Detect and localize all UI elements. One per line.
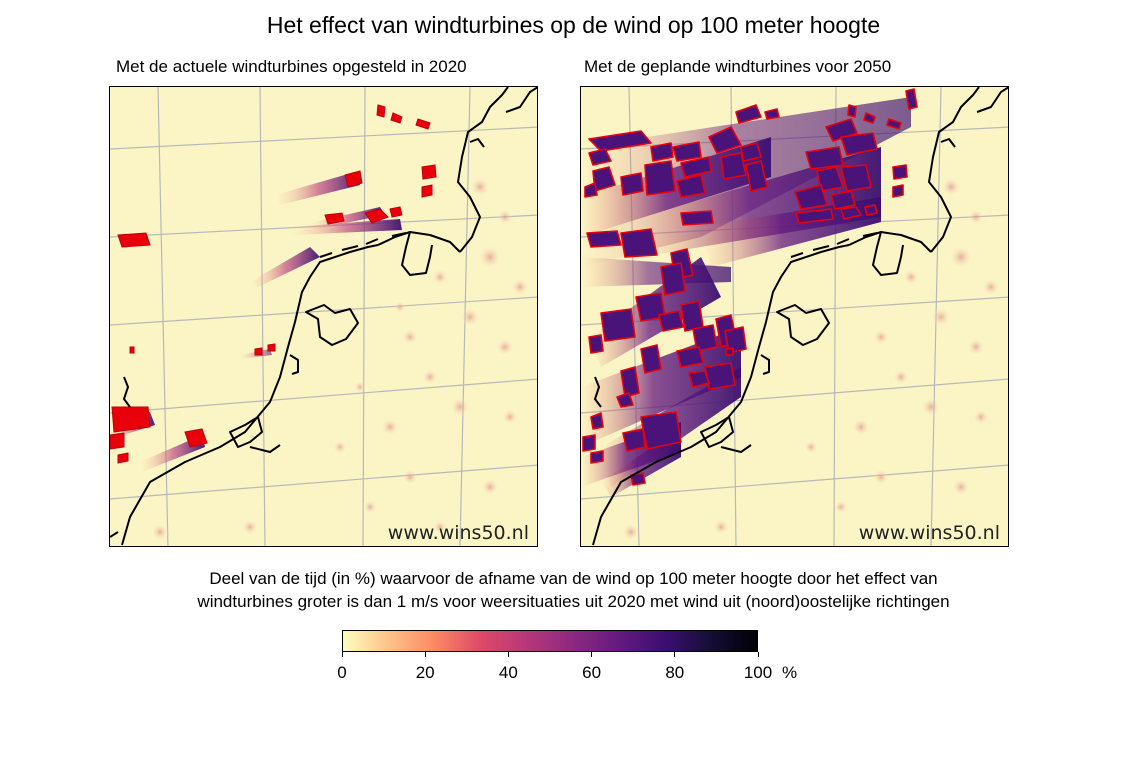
colorbar-tick-mark: [424, 652, 426, 657]
map-2050: [581, 87, 1008, 546]
map-panel-2020: www.wins50.nl: [109, 86, 538, 547]
colorbar-tick-mark: [674, 652, 676, 657]
colorbar-tick-mark: [591, 652, 593, 657]
onshore-turbine-spots: [151, 177, 529, 541]
watermark-left: www.wins50.nl: [387, 522, 529, 544]
colorbar-tick-mark: [341, 652, 343, 657]
onshore-turbine-spots: [622, 177, 1000, 541]
figure-title: Het effect van windturbines op de wind o…: [266, 12, 881, 38]
wind-farms-2020: [110, 104, 437, 464]
coastline: [110, 87, 537, 546]
left-panel-subtitle: Met de actuele windturbines opgesteld in…: [116, 57, 467, 76]
wind-farms-2050: [582, 88, 918, 486]
map-panel-2050: www.wins50.nl: [580, 86, 1009, 547]
colorbar-tick-label: 60: [582, 663, 602, 682]
colorbar-tick-label: 20: [415, 663, 435, 682]
wind-farm-wakes: [581, 97, 911, 497]
coastline: [592, 87, 1008, 546]
colorbar: [342, 630, 758, 652]
colorbar-tick-label: 80: [665, 663, 685, 682]
map-2020: [110, 87, 537, 546]
right-panel-subtitle: Met de geplande windturbines voor 2050: [584, 57, 892, 76]
colorbar-unit: %: [782, 663, 798, 682]
caption-line-1: Deel van de tijd (in %) waarvoor de afna…: [209, 569, 938, 588]
watermark-right: www.wins50.nl: [858, 522, 1000, 544]
colorbar-tick-label: 100: [743, 663, 773, 682]
colorbar-tick-mark: [507, 652, 509, 657]
colorbar-caption: Deel van de tijd (in %) waarvoor de afna…: [0, 567, 1147, 613]
colorbar-tick-mark: [757, 652, 759, 657]
colorbar-tick-label: 0: [337, 663, 347, 682]
colorbar-tick-label: 40: [498, 663, 518, 682]
caption-line-2: windturbines groter is dan 1 m/s voor we…: [197, 592, 950, 611]
